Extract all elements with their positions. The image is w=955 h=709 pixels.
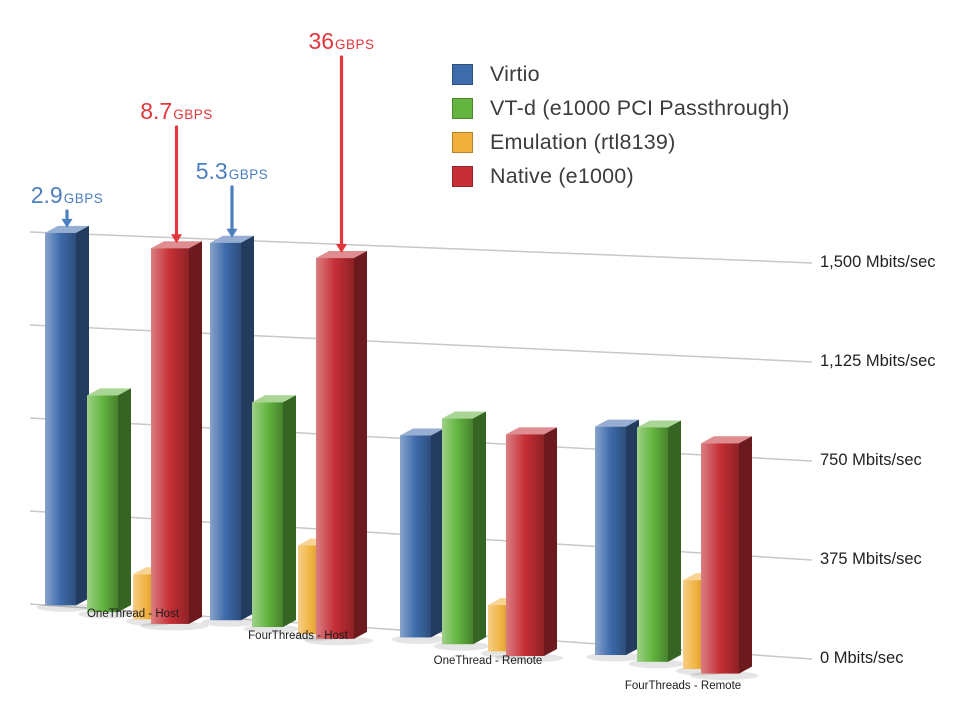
bar-top-face — [506, 427, 557, 435]
annotation-value: 5.3 — [195, 158, 228, 184]
legend: Virtio VT-d (e1000 PCI Passthrough) Emulat… — [452, 62, 790, 189]
bar — [252, 395, 296, 628]
legend-label: Native (e1000) — [490, 164, 634, 188]
annotation-label: 2.9GBPS — [31, 184, 104, 207]
bar-side-face — [431, 428, 444, 638]
bar-front-face — [210, 242, 241, 621]
bar-front-face — [595, 426, 626, 656]
bar-top-face — [87, 388, 131, 396]
bar — [701, 436, 752, 674]
bar-side-face — [189, 241, 202, 624]
bar-front-face — [400, 435, 431, 638]
bar-front-face — [637, 427, 668, 662]
bar-front-face — [442, 418, 473, 645]
bar — [442, 411, 486, 645]
bar-top-face — [210, 235, 254, 243]
y-axis-tick-label: 1,125 Mbits/sec — [820, 352, 936, 370]
y-axis-tick-label: 750 Mbits/sec — [820, 451, 922, 469]
annotation-unit: GBPS — [228, 167, 269, 182]
bar-top-face — [595, 419, 639, 427]
category-label: OneThread - Remote — [433, 654, 543, 667]
bar-front-face — [506, 434, 544, 656]
annotation-arrow — [61, 209, 73, 228]
bar — [506, 427, 557, 656]
legend-label: Virtio — [490, 62, 540, 86]
bar-top-face — [637, 420, 681, 428]
bar-side-face — [76, 225, 89, 606]
annotation-label: 5.3GBPS — [196, 160, 269, 183]
bar — [637, 420, 681, 662]
legend-swatch-icon — [452, 64, 473, 85]
annotation-value: 36 — [308, 28, 335, 54]
bar-side-face — [544, 427, 557, 656]
bar-front-face — [701, 443, 739, 674]
annotation-value: 2.9 — [30, 182, 63, 208]
legend-item: Virtio — [452, 62, 790, 87]
bar-top-face — [151, 241, 202, 249]
bar-side-face — [473, 411, 486, 645]
gridline — [29, 324, 813, 363]
annotation-unit: GBPS — [173, 107, 213, 122]
gridline — [29, 231, 813, 264]
legend-item: Emulation (rtl8139) — [452, 130, 790, 155]
bar-top-face — [252, 395, 296, 403]
bar — [87, 388, 131, 613]
bar — [595, 419, 639, 656]
annotation-arrow — [336, 55, 347, 254]
bar-front-face — [316, 258, 354, 639]
bar-top-face — [701, 436, 752, 444]
y-axis-tick-label: 375 Mbits/sec — [820, 550, 922, 568]
bar-side-face — [241, 235, 254, 621]
bar-side-face — [118, 388, 131, 613]
bar — [151, 241, 202, 624]
bar-side-face — [626, 419, 639, 656]
bar-front-face — [252, 402, 283, 628]
bar-front-face — [87, 395, 118, 613]
annotation-unit: GBPS — [335, 37, 375, 52]
y-axis-tick-label: 0 Mbits/sec — [820, 649, 904, 667]
bar-top-face — [400, 428, 444, 436]
bar — [210, 235, 254, 621]
bar — [400, 428, 444, 638]
legend-swatch-icon — [452, 132, 473, 153]
annotation-unit: GBPS — [63, 191, 104, 206]
bar-side-face — [668, 420, 681, 662]
bar-front-face — [151, 248, 189, 624]
bar-top-face — [442, 411, 486, 419]
legend-label: VT-d (e1000 PCI Passthrough) — [490, 96, 790, 120]
annotation-arrow — [171, 125, 182, 244]
legend-swatch-icon — [452, 166, 473, 187]
bar-side-face — [283, 395, 296, 628]
annotation-label: 36GBPS — [308, 30, 374, 53]
legend-item: Native (e1000) — [452, 164, 790, 189]
annotation-value: 8.7 — [140, 98, 173, 124]
annotation-arrow — [226, 185, 238, 238]
category-label: FourThreads - Remote — [624, 680, 742, 693]
bar-side-face — [354, 251, 367, 639]
bar-side-face — [739, 436, 752, 674]
y-axis-tick-label: 1,500 Mbits/sec — [820, 253, 936, 271]
legend-label: Emulation (rtl8139) — [490, 130, 676, 154]
bar-top-face — [316, 251, 367, 259]
bar-front-face — [45, 232, 76, 606]
legend-swatch-icon — [452, 98, 473, 119]
category-label: FourThreads - Host — [248, 629, 348, 642]
legend-item: VT-d (e1000 PCI Passthrough) — [452, 96, 790, 121]
category-label: OneThread - Host — [86, 608, 180, 621]
annotation-label: 8.7GBPS — [140, 100, 213, 123]
bar-top-face — [45, 225, 89, 233]
bar — [45, 225, 89, 606]
bar — [316, 251, 367, 639]
